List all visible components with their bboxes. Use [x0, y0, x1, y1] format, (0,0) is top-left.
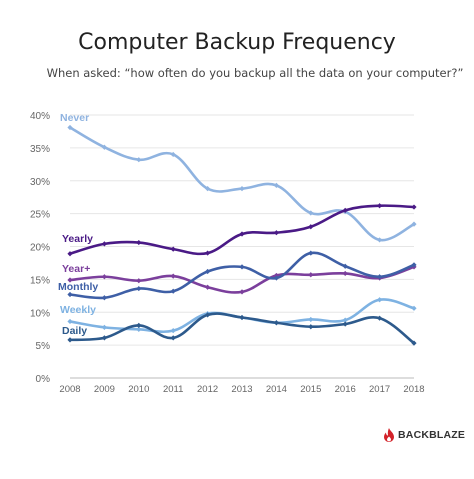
series-label-daily: Daily: [62, 325, 87, 337]
data-point-weekly: [101, 324, 107, 330]
data-point-monthly: [308, 250, 314, 256]
data-point-yearly: [67, 251, 73, 257]
data-point-weekly: [308, 316, 314, 323]
chart-subtitle: When asked: “how often do you backup all…: [46, 66, 464, 80]
data-point-daily: [308, 324, 314, 330]
data-point-daily: [67, 337, 73, 343]
x-tick-label: 2014: [266, 384, 287, 395]
x-tick-label: 2015: [300, 384, 321, 395]
data-point-never: [411, 221, 417, 227]
data-point-never: [308, 210, 314, 216]
data-point-daily: [101, 335, 107, 341]
data-point-never: [239, 186, 245, 192]
data-point-daily: [205, 312, 211, 318]
x-tick-label: 2008: [59, 384, 80, 395]
data-point-weekly: [342, 317, 348, 323]
backblaze-logo: BACKBLAZE: [383, 428, 465, 442]
data-point-daily: [273, 320, 279, 326]
x-tick-label: 2016: [335, 384, 356, 395]
data-point-daily: [170, 335, 176, 341]
series-label-year: Year+: [62, 263, 90, 275]
data-point-yearly: [170, 246, 176, 252]
y-tick-label: 35%: [30, 144, 50, 155]
data-point-daily: [239, 314, 245, 321]
data-point-weekly: [170, 328, 176, 334]
y-tick-label: 15%: [30, 275, 50, 286]
data-point-year: [170, 273, 176, 279]
data-point-weekly: [136, 326, 142, 332]
y-tick-label: 10%: [30, 308, 50, 319]
data-point-monthly: [239, 264, 245, 270]
data-point-yearly: [377, 203, 383, 209]
data-point-monthly: [411, 262, 417, 268]
data-point-yearly: [342, 207, 348, 213]
y-tick-label: 20%: [30, 243, 50, 254]
data-point-never: [101, 144, 107, 150]
data-point-daily: [136, 322, 142, 328]
data-point-monthly: [273, 275, 279, 281]
data-point-yearly: [239, 231, 245, 237]
data-point-daily: [342, 321, 348, 327]
data-point-never: [273, 182, 279, 188]
data-point-never: [170, 151, 176, 158]
y-tick-label: 0%: [36, 374, 51, 385]
data-point-monthly: [205, 268, 211, 275]
data-point-never: [67, 124, 73, 131]
data-point-weekly: [411, 305, 417, 311]
data-point-never: [205, 186, 211, 192]
data-point-daily: [377, 315, 383, 321]
data-point-year: [239, 289, 245, 295]
y-tick-label: 5%: [36, 341, 51, 352]
data-point-weekly: [377, 297, 383, 303]
data-point-monthly: [377, 274, 383, 280]
x-tick-label: 2017: [369, 384, 390, 395]
data-point-yearly: [308, 224, 314, 230]
data-point-yearly: [205, 250, 211, 256]
flame-icon: [384, 428, 394, 442]
y-tick-label: 25%: [30, 210, 50, 221]
brand-name: BACKBLAZE: [398, 429, 466, 441]
data-point-monthly: [67, 291, 73, 298]
data-point-yearly: [101, 241, 107, 247]
x-tick-label: 2011: [163, 384, 183, 395]
y-tick-label: 30%: [30, 177, 50, 188]
x-tick-label: 2012: [197, 384, 218, 395]
chart-title: Computer Backup Frequency: [78, 30, 396, 55]
series-label-yearly: Yearly: [62, 233, 93, 245]
data-point-daily: [411, 340, 417, 346]
data-point-monthly: [101, 295, 107, 301]
data-point-monthly: [170, 288, 176, 294]
series-label-never: Never: [60, 112, 89, 124]
data-point-monthly: [136, 285, 142, 292]
x-tick-label: 2009: [94, 384, 115, 395]
series-label-monthly: Monthly: [58, 281, 98, 293]
x-tick-label: 2010: [128, 384, 149, 395]
data-point-monthly: [342, 263, 348, 269]
data-point-year: [67, 277, 73, 283]
data-point-year: [101, 274, 107, 280]
x-tick-label: 2013: [231, 384, 252, 395]
y-tick-label: 40%: [30, 111, 50, 122]
data-point-never: [136, 157, 142, 163]
series-label-weekly: Weekly: [60, 304, 96, 316]
data-point-yearly: [136, 239, 142, 246]
data-point-year: [205, 284, 211, 290]
x-tick-label: 2018: [403, 384, 424, 395]
data-point-weekly: [67, 318, 73, 325]
data-point-yearly: [273, 230, 279, 236]
data-point-yearly: [411, 204, 417, 210]
series-line-never: [68, 126, 416, 242]
data-point-never: [377, 237, 383, 243]
data-point-year: [136, 278, 142, 284]
data-point-year: [308, 272, 314, 278]
data-point-year: [342, 270, 348, 277]
